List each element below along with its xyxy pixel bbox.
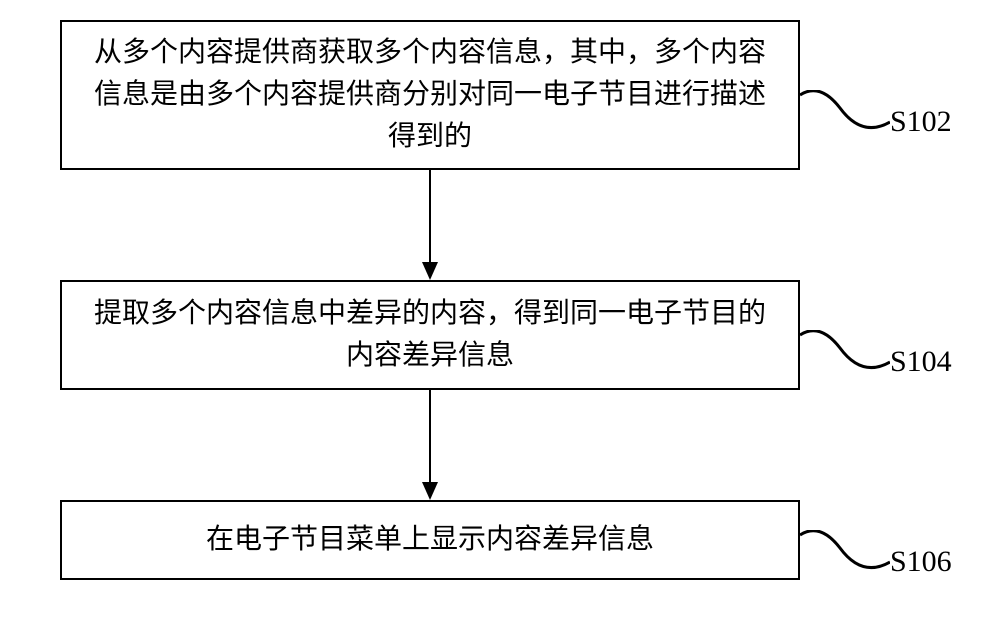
step-label-s106: S106	[890, 545, 952, 579]
step-box-s106: 在电子节目菜单上显示内容差异信息	[60, 500, 800, 580]
connector-wave-s104	[800, 330, 890, 390]
step-label-s102: S102	[890, 105, 952, 139]
step-text-s106: 在电子节目菜单上显示内容差异信息	[206, 519, 654, 561]
arrow-s104-s106	[429, 390, 431, 482]
step-label-s104: S104	[890, 345, 952, 379]
arrow-head-s104-s106	[422, 482, 438, 500]
arrow-s102-s104	[429, 170, 431, 262]
step-text-s102: 从多个内容提供商获取多个内容信息，其中，多个内容信息是由多个内容提供商分别对同一…	[82, 32, 778, 158]
step-box-s104: 提取多个内容信息中差异的内容，得到同一电子节目的内容差异信息	[60, 280, 800, 390]
connector-wave-s102	[800, 90, 890, 150]
arrow-head-s102-s104	[422, 262, 438, 280]
step-box-s102: 从多个内容提供商获取多个内容信息，其中，多个内容信息是由多个内容提供商分别对同一…	[60, 20, 800, 170]
flowchart-canvas: 从多个内容提供商获取多个内容信息，其中，多个内容信息是由多个内容提供商分别对同一…	[0, 0, 1000, 620]
connector-wave-s106	[800, 530, 890, 590]
step-text-s104: 提取多个内容信息中差异的内容，得到同一电子节目的内容差异信息	[82, 293, 778, 377]
